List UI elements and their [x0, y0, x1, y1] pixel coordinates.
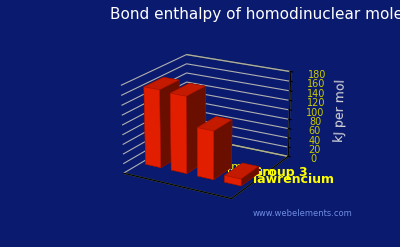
Text: www.webelements.com: www.webelements.com [252, 209, 352, 218]
Text: Bond enthalpy of homodinuclear molecules: Bond enthalpy of homodinuclear molecules [110, 6, 400, 21]
